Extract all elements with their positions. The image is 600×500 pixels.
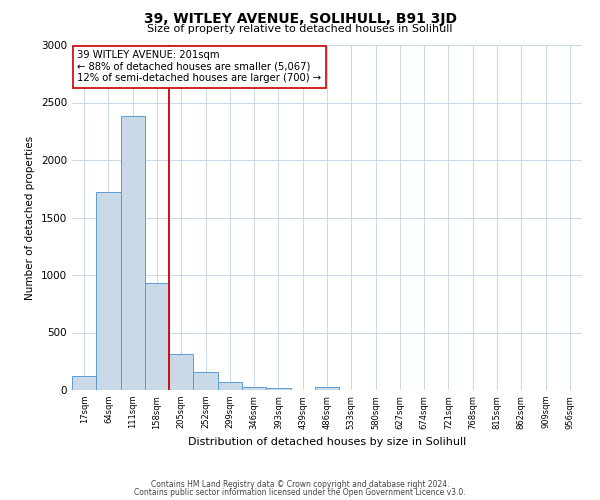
Bar [72, 376, 96, 390]
Bar [121, 116, 145, 390]
Text: Contains HM Land Registry data © Crown copyright and database right 2024.: Contains HM Land Registry data © Crown c… [151, 480, 449, 489]
Bar [218, 382, 242, 390]
Bar [315, 386, 339, 390]
X-axis label: Distribution of detached houses by size in Solihull: Distribution of detached houses by size … [188, 437, 466, 447]
Bar [96, 192, 121, 390]
Bar [145, 283, 169, 390]
Bar [266, 388, 290, 390]
Bar [193, 372, 218, 390]
Bar [242, 386, 266, 390]
Text: Contains public sector information licensed under the Open Government Licence v3: Contains public sector information licen… [134, 488, 466, 497]
Bar [169, 354, 193, 390]
Text: 39, WITLEY AVENUE, SOLIHULL, B91 3JD: 39, WITLEY AVENUE, SOLIHULL, B91 3JD [143, 12, 457, 26]
Text: 39 WITLEY AVENUE: 201sqm
← 88% of detached houses are smaller (5,067)
12% of sem: 39 WITLEY AVENUE: 201sqm ← 88% of detach… [77, 50, 321, 84]
Y-axis label: Number of detached properties: Number of detached properties [25, 136, 35, 300]
Text: Size of property relative to detached houses in Solihull: Size of property relative to detached ho… [147, 24, 453, 34]
